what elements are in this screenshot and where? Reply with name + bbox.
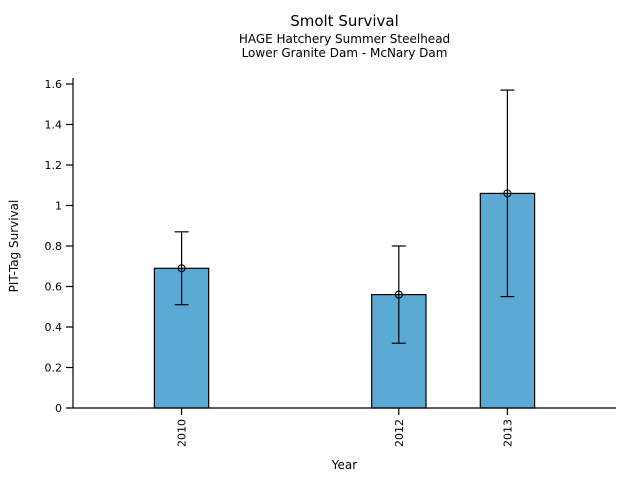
y-axis-label: PIT-Tag Survival [7, 199, 21, 293]
chart-title: Smolt Survival [290, 12, 399, 30]
y-tick-label-1.4: 1.4 [45, 119, 63, 132]
mean-marker-2013 [503, 189, 512, 198]
y-tick-label-0.4: 0.4 [45, 321, 63, 334]
x-axis-label: Year [331, 458, 358, 472]
x-tick-label-2013: 2013 [501, 419, 514, 447]
y-tick-label-0.2: 0.2 [45, 362, 63, 375]
y-tick-label-1.2: 1.2 [45, 159, 63, 172]
y-tick-label-0.8: 0.8 [45, 240, 63, 253]
y-tick-label-1: 1 [55, 200, 62, 213]
mean-marker-2012 [394, 290, 403, 299]
mean-marker-2010 [177, 264, 186, 273]
x-tick-label-2012: 2012 [393, 419, 406, 447]
y-tick-label-0.6: 0.6 [45, 281, 63, 294]
y-tick-label-0: 0 [55, 402, 62, 415]
chart-subtitle-line2: Lower Granite Dam - McNary Dam [241, 46, 448, 60]
chart-subtitle-line1: HAGE Hatchery Summer Steelhead [238, 32, 451, 46]
y-tick-label-1.6: 1.6 [45, 78, 63, 91]
x-tick-label-2010: 2010 [176, 419, 189, 447]
